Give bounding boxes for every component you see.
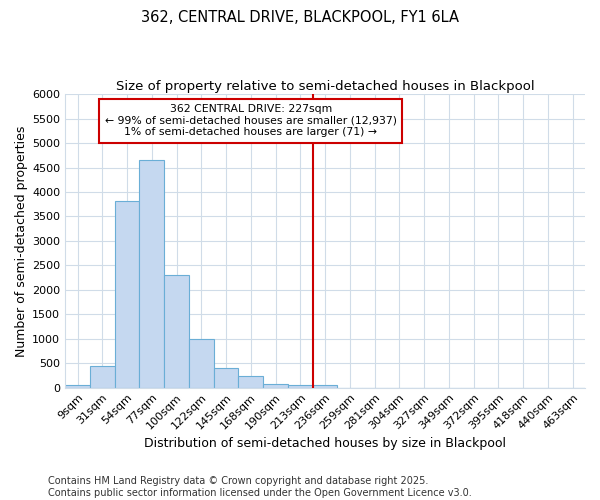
Bar — [214, 368, 238, 388]
Bar — [189, 339, 214, 388]
Bar — [263, 384, 288, 388]
Bar — [288, 384, 313, 388]
Text: 362, CENTRAL DRIVE, BLACKPOOL, FY1 6LA: 362, CENTRAL DRIVE, BLACKPOOL, FY1 6LA — [141, 10, 459, 25]
Bar — [139, 160, 164, 388]
Text: 362 CENTRAL DRIVE: 227sqm
← 99% of semi-detached houses are smaller (12,937)
1% : 362 CENTRAL DRIVE: 227sqm ← 99% of semi-… — [105, 104, 397, 137]
Bar — [90, 366, 115, 388]
Bar — [164, 275, 189, 388]
Bar — [115, 201, 139, 388]
Title: Size of property relative to semi-detached houses in Blackpool: Size of property relative to semi-detach… — [116, 80, 535, 93]
Text: Contains HM Land Registry data © Crown copyright and database right 2025.
Contai: Contains HM Land Registry data © Crown c… — [48, 476, 472, 498]
Bar — [238, 376, 263, 388]
X-axis label: Distribution of semi-detached houses by size in Blackpool: Distribution of semi-detached houses by … — [144, 437, 506, 450]
Bar — [65, 385, 90, 388]
Y-axis label: Number of semi-detached properties: Number of semi-detached properties — [15, 125, 28, 356]
Bar — [313, 385, 337, 388]
